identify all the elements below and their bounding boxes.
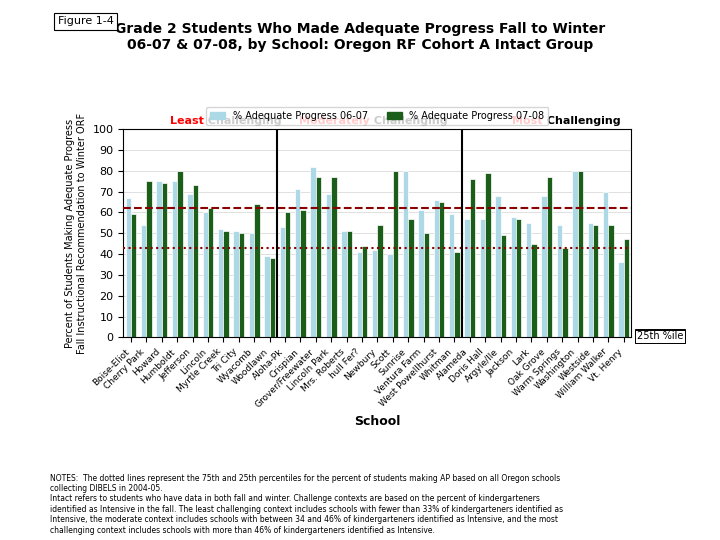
- Bar: [325, 194, 331, 338]
- Bar: [172, 181, 177, 338]
- Bar: [433, 200, 439, 338]
- Bar: [233, 231, 239, 338]
- Bar: [454, 252, 460, 338]
- Bar: [495, 195, 500, 338]
- Bar: [526, 223, 531, 338]
- Bar: [500, 235, 506, 338]
- Bar: [310, 166, 316, 338]
- Bar: [377, 225, 383, 338]
- Bar: [408, 219, 413, 338]
- Text: 25th %ile: 25th %ile: [636, 332, 683, 341]
- Bar: [562, 248, 567, 338]
- Bar: [593, 225, 598, 338]
- Bar: [177, 171, 183, 338]
- Bar: [208, 208, 213, 338]
- Bar: [264, 256, 269, 338]
- Bar: [223, 231, 229, 338]
- Bar: [295, 190, 300, 338]
- Bar: [279, 227, 285, 338]
- Text: Least: Least: [170, 116, 204, 126]
- Bar: [341, 231, 346, 338]
- Text: Figure 1-4: Figure 1-4: [58, 16, 114, 26]
- Bar: [372, 250, 377, 338]
- Bar: [346, 231, 352, 338]
- Bar: [577, 171, 583, 338]
- Bar: [485, 173, 490, 338]
- Bar: [516, 219, 521, 338]
- Bar: [418, 210, 423, 338]
- Legend: % Adequate Progress 06-07, % Adequate Progress 07-08: % Adequate Progress 06-07, % Adequate Pr…: [206, 107, 549, 125]
- Bar: [541, 195, 546, 338]
- Bar: [249, 233, 254, 338]
- Bar: [187, 194, 192, 338]
- Bar: [331, 177, 336, 338]
- Bar: [449, 214, 454, 338]
- Bar: [480, 219, 485, 338]
- Text: Challenging: Challenging: [369, 116, 447, 126]
- Bar: [608, 225, 613, 338]
- Bar: [469, 179, 475, 338]
- Bar: [387, 254, 393, 338]
- Bar: [156, 181, 162, 338]
- Bar: [439, 202, 444, 338]
- Text: Most: Most: [513, 116, 543, 126]
- Bar: [239, 233, 244, 338]
- Bar: [218, 229, 223, 338]
- Bar: [146, 181, 152, 338]
- Y-axis label: Percent of Students Making Adequate Progress
Fall Instructional Recommendation t: Percent of Students Making Adequate Prog…: [66, 113, 87, 354]
- Bar: [269, 258, 275, 338]
- Bar: [618, 262, 624, 338]
- Bar: [192, 185, 198, 338]
- Text: NOTES:  The dotted lines represent the 75th and 25th percentiles for the percent: NOTES: The dotted lines represent the 75…: [50, 474, 564, 535]
- Bar: [557, 225, 562, 338]
- Bar: [393, 171, 398, 338]
- Bar: [510, 217, 516, 338]
- Bar: [125, 198, 131, 338]
- Bar: [464, 219, 469, 338]
- Bar: [546, 177, 552, 338]
- Bar: [423, 233, 429, 338]
- Bar: [362, 246, 367, 338]
- Bar: [254, 204, 259, 338]
- Bar: [162, 183, 167, 338]
- Bar: [300, 210, 306, 338]
- Bar: [402, 171, 408, 338]
- Text: Challenging: Challenging: [543, 116, 621, 126]
- Bar: [624, 239, 629, 338]
- X-axis label: School: School: [354, 415, 400, 428]
- Bar: [131, 214, 136, 338]
- Bar: [531, 244, 536, 338]
- Bar: [603, 192, 608, 338]
- Text: Challenging: Challenging: [204, 116, 282, 126]
- Bar: [588, 223, 593, 338]
- Text: 75th %ile: 75th %ile: [636, 331, 683, 341]
- Bar: [572, 171, 577, 338]
- Bar: [285, 212, 290, 338]
- Bar: [202, 212, 208, 338]
- Text: Moderately: Moderately: [299, 116, 369, 126]
- Text: Grade 2 Students Who Made Adequate Progress Fall to Winter
06-07 & 07-08, by Sch: Grade 2 Students Who Made Adequate Progr…: [115, 22, 605, 52]
- Bar: [141, 225, 146, 338]
- Bar: [316, 177, 321, 338]
- Bar: [356, 252, 362, 338]
